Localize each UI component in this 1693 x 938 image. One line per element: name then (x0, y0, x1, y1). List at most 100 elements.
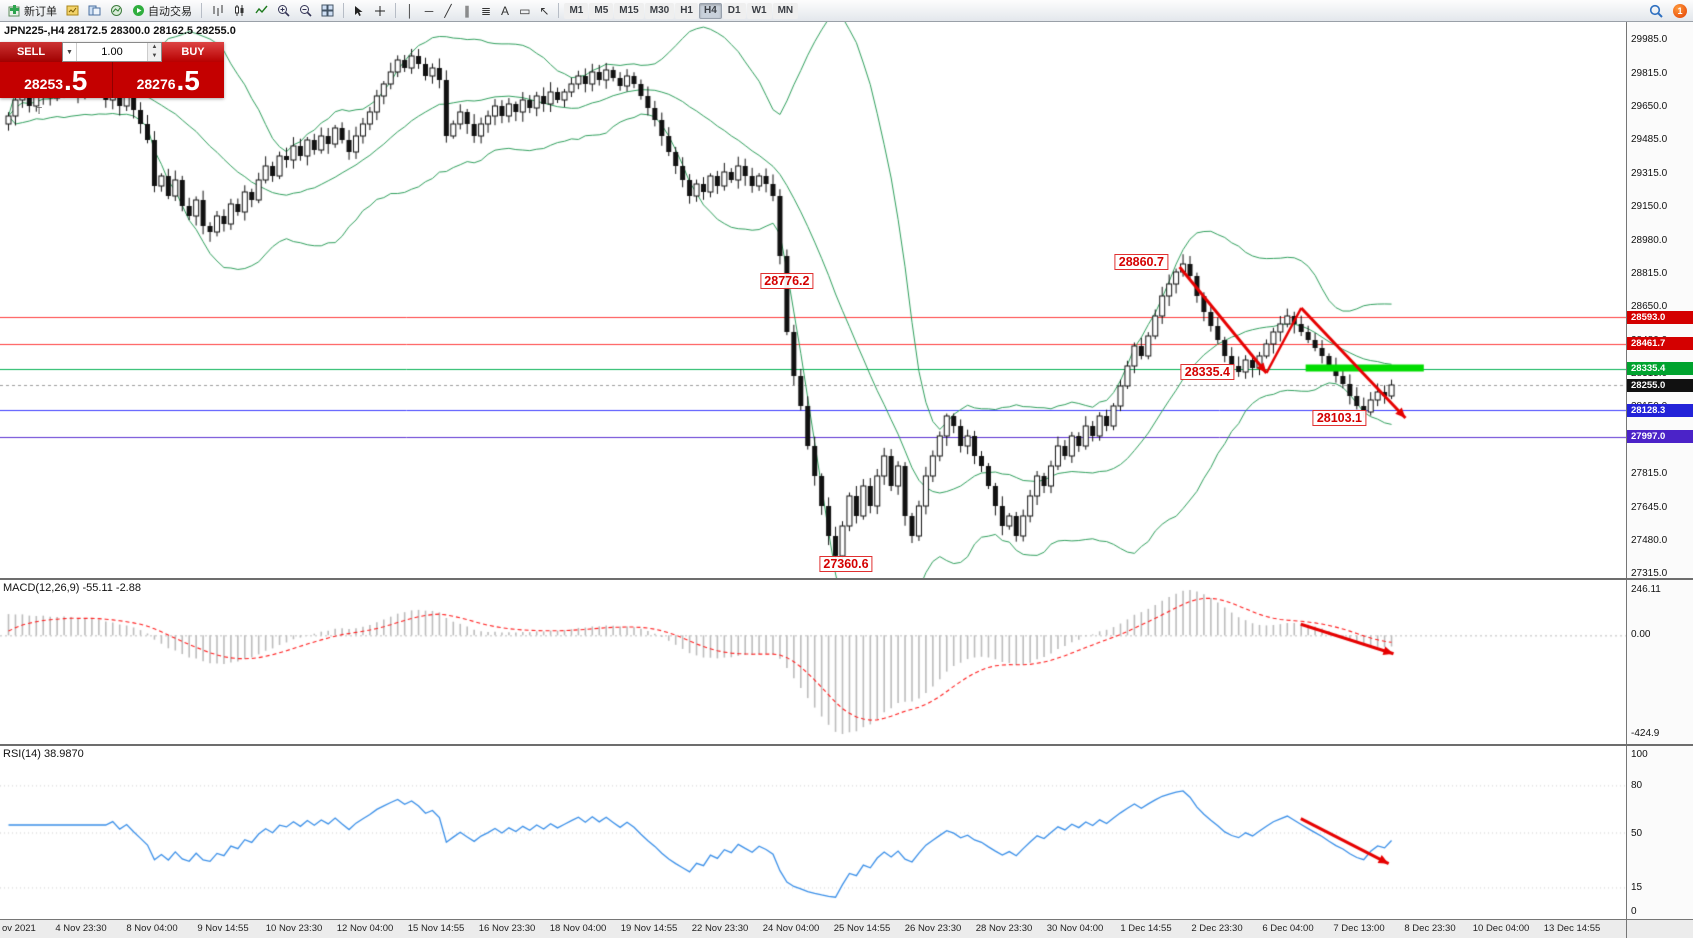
time-axis[interactable]: ov 2021 4 Nov 23:30 8 Nov 04:00 9 Nov 14:55… (0, 920, 1626, 938)
timeframe-d1-button[interactable]: D1 (722, 2, 746, 19)
timeframe-m1-button[interactable]: M1 (564, 2, 589, 19)
axis-corner (1626, 920, 1693, 938)
tile-windows-button[interactable] (317, 2, 338, 20)
cursor-button[interactable] (349, 2, 369, 20)
panel-splitter[interactable] (0, 578, 1693, 580)
price-badge: 28128.3 (1627, 403, 1693, 417)
time-label: 8 Nov 04:00 (126, 923, 178, 934)
timeframe-h4-button[interactable]: H4 (698, 2, 722, 19)
rsi-canvas[interactable] (0, 746, 1626, 919)
chart-window: JPN225-,H4 28172.5 28300.0 28162.5 28255… (0, 22, 1693, 938)
time-label: 25 Nov 14:55 (833, 923, 891, 934)
new-order-icon (8, 5, 20, 17)
volume-decrease-button[interactable]: ▼ (148, 52, 161, 61)
hline-tool-button[interactable]: ─ (420, 2, 438, 20)
indicators-icon (111, 5, 122, 16)
sell-price-main: 28253 (24, 76, 64, 92)
notification-count: 1 (1677, 5, 1683, 16)
price-annotation[interactable]: 28335.4 (1180, 364, 1234, 380)
timeframe-h1-button[interactable]: H1 (675, 2, 698, 19)
bar-chart-button[interactable] (207, 2, 228, 20)
one-click-trading-panel: SELL ▼ ▲ ▼ BUY 28253 (0, 42, 224, 98)
tile-windows-icon (321, 4, 334, 17)
volume-increase-button[interactable]: ▲ (148, 43, 161, 52)
indicators-button[interactable] (106, 2, 127, 20)
volume-input[interactable] (77, 43, 147, 61)
fibonacci-tool-icon: ≣ (481, 3, 492, 18)
time-label: 9 Nov 14:55 (197, 923, 249, 934)
macd-panel: MACD(12,26,9) -55.11 -2.88 246.11 0.00 -42… (0, 580, 1693, 744)
rsi-panel: RSI(14) 38.9870 100 80 50 15 0 (0, 746, 1693, 919)
price-badge: 28255.0 (1627, 378, 1693, 392)
rsi-axis-value: 100 (1631, 749, 1648, 760)
search-icon (1649, 4, 1663, 18)
trendline-tool-button[interactable]: ╱ (439, 2, 457, 20)
time-label: 16 Nov 23:30 (478, 923, 536, 934)
time-label: 26 Nov 23:30 (904, 923, 962, 934)
panel-splitter[interactable] (0, 744, 1693, 746)
main-plot: JPN225-,H4 28172.5 28300.0 28162.5 28255… (0, 22, 1626, 578)
text-object[interactable]: T (36, 106, 43, 117)
toolbar-separator (201, 3, 202, 18)
rsi-axis[interactable]: 100 80 50 15 0 (1626, 746, 1693, 919)
time-label: 10 Nov 23:30 (265, 923, 323, 934)
line-chart-button[interactable] (251, 2, 272, 20)
time-label: 15 Nov 14:55 (407, 923, 465, 934)
price-tick: 27645.0 (1631, 502, 1668, 513)
text-tool-button[interactable]: A (496, 2, 514, 20)
rsi-axis-value: 15 (1631, 882, 1643, 894)
price-badge: 28461.7 (1627, 337, 1693, 351)
time-label: 13 Dec 14:55 (1543, 923, 1601, 934)
vline-tool-button[interactable]: │ (401, 2, 419, 20)
timeframe-m15-button[interactable]: M15 (614, 2, 644, 19)
autotrade-button[interactable]: 自动交易 (128, 2, 196, 20)
candlestick-chart-button[interactable] (229, 2, 250, 20)
price-tick: 29150.0 (1631, 201, 1668, 212)
channel-tool-button[interactable]: ∥ (458, 2, 476, 20)
sell-price[interactable]: 28253 .5 (0, 62, 113, 98)
macd-canvas[interactable] (0, 580, 1626, 744)
search-button[interactable] (1645, 2, 1667, 20)
time-label: 24 Nov 04:00 (762, 923, 820, 934)
buy-button[interactable]: BUY (162, 42, 224, 62)
new-chart-icon (66, 5, 79, 16)
new-chart-button[interactable] (62, 2, 83, 20)
notification-icon[interactable]: 1 (1673, 3, 1687, 18)
label-tool-button[interactable]: ▭ (515, 2, 534, 20)
rsi-plot: RSI(14) 38.9870 (0, 746, 1626, 919)
zoom-out-button[interactable] (295, 2, 316, 20)
time-label: 4 Nov 23:30 (55, 923, 107, 934)
price-tick: 29815.0 (1631, 68, 1668, 79)
candlestick-chart-icon (235, 5, 244, 16)
macd-axis[interactable]: 246.11 0.00 -424.9 (1626, 580, 1693, 744)
fibonacci-tool-button[interactable]: ≣ (477, 2, 495, 20)
sell-button[interactable]: SELL (0, 42, 62, 62)
timeframe-mn-button[interactable]: MN (772, 2, 799, 19)
crosshair-button[interactable] (370, 2, 390, 20)
price-annotation[interactable]: 28860.7 (1114, 254, 1168, 270)
time-label: 2 Dec 23:30 (1191, 923, 1243, 934)
zoom-in-button[interactable] (273, 2, 294, 20)
price-annotation[interactable]: 28103.1 (1312, 410, 1367, 426)
profiles-icon (88, 5, 101, 16)
arrows-tool-button[interactable]: ↖ (535, 2, 553, 20)
price-annotation[interactable]: 28776.2 (760, 272, 814, 289)
profiles-button[interactable] (84, 2, 105, 20)
price-tick: 27315.0 (1631, 568, 1668, 578)
main-chart-canvas[interactable] (0, 22, 1626, 578)
new-order-button[interactable]: 新订单 (4, 2, 61, 20)
timeframe-m30-button[interactable]: M30 (644, 2, 675, 19)
volume-dropdown[interactable]: ▼ (63, 43, 77, 61)
time-label: 8 Dec 23:30 (1404, 923, 1456, 934)
time-label: 1 Dec 14:55 (1120, 923, 1172, 934)
price-annotation[interactable]: 27360.6 (819, 556, 873, 572)
timeframe-w1-button[interactable]: W1 (746, 2, 772, 19)
price-axis[interactable]: 29985.0 29815.0 29650.0 29485.0 29315.0 29150… (1626, 22, 1693, 578)
price-badge: 28335.4 (1627, 362, 1693, 376)
chart-title: JPN225-,H4 28172.5 28300.0 28162.5 28255… (4, 25, 236, 37)
price-tick: 29985.0 (1631, 34, 1668, 45)
volume-spinner: ▲ ▼ (147, 43, 161, 61)
buy-price[interactable]: 28276 .5 (113, 62, 225, 98)
price-tick: 27815.0 (1631, 468, 1668, 479)
timeframe-m5-button[interactable]: M5 (589, 2, 614, 19)
